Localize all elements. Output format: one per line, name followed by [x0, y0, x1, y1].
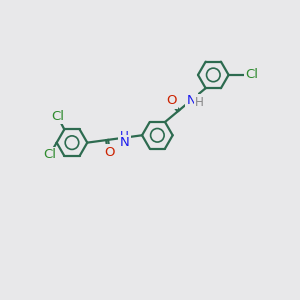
Text: Cl: Cl — [44, 148, 57, 161]
Text: H: H — [195, 96, 204, 109]
Text: N: N — [120, 136, 129, 149]
Text: O: O — [104, 146, 115, 159]
Text: H: H — [120, 130, 129, 143]
Text: Cl: Cl — [51, 110, 64, 123]
Text: Cl: Cl — [246, 68, 259, 81]
Text: O: O — [166, 94, 177, 107]
Text: N: N — [187, 94, 196, 106]
